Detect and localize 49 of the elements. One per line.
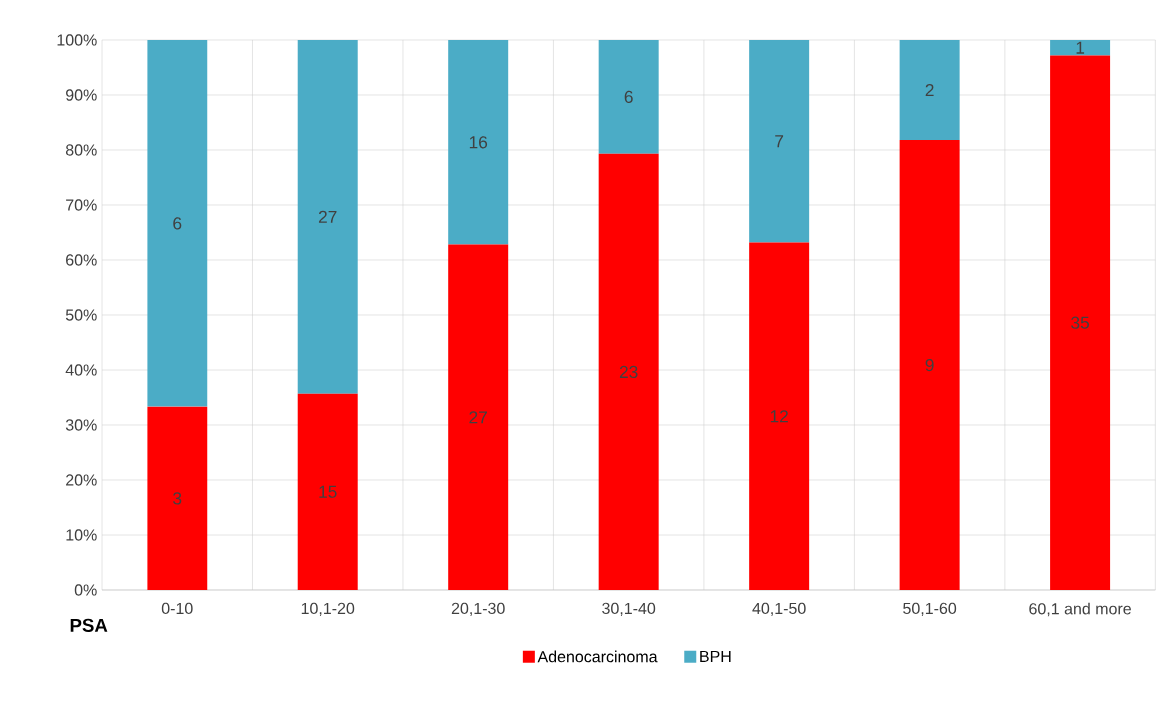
x-tick-label: 20,1-30: [451, 602, 505, 616]
bar: [749, 242, 810, 590]
annotation: 27: [469, 411, 487, 424]
annotation: 27: [318, 210, 337, 223]
annotation: 3: [173, 492, 182, 505]
annotation: 2: [925, 83, 934, 97]
bar: [297, 393, 358, 590]
annotation: 16: [469, 136, 488, 149]
bar: [448, 244, 509, 590]
x-tick-label: 30,1-40: [602, 602, 656, 616]
x-tick-label: 50,1-60: [903, 602, 957, 616]
annotation: 9: [925, 358, 934, 372]
annotation: 6: [624, 90, 633, 104]
annotation: 15: [319, 485, 337, 498]
legend-label: BPH: [700, 650, 731, 662]
annotation: 6: [173, 217, 182, 230]
x-axis-title: PSA: [70, 618, 108, 632]
bar: [147, 406, 208, 590]
bar: [297, 40, 358, 394]
y-tick-label: 80%: [65, 144, 97, 156]
bar: [147, 40, 208, 407]
bar: [598, 153, 659, 590]
y-tick-label: 40%: [65, 364, 97, 376]
bar: [1050, 55, 1111, 590]
legend-label: Adenocarcinoma: [537, 650, 658, 663]
y-tick-label: 100%: [57, 34, 97, 46]
bar: [749, 40, 810, 243]
annotation: 23: [619, 365, 638, 379]
x-tick-label: 40,1-50: [752, 602, 806, 616]
bar: [899, 40, 960, 141]
y-tick-label: 0%: [74, 584, 97, 596]
y-tick-label: 20%: [66, 474, 97, 486]
annotation: 7: [775, 135, 784, 148]
annotation: 35: [1071, 316, 1090, 329]
bar: [899, 140, 960, 590]
bar: [1050, 40, 1111, 56]
annotation: 12: [770, 410, 788, 423]
y-tick-label: 30%: [65, 419, 97, 431]
annotation: 1: [1076, 41, 1085, 54]
y-tick-label: 50%: [65, 309, 97, 321]
y-tick-label: 60%: [66, 254, 97, 266]
x-tick-label: 0-10: [161, 602, 193, 615]
y-tick-label: 70%: [66, 199, 97, 211]
bar: [598, 40, 659, 154]
y-tick-label: 90%: [66, 89, 97, 101]
bar: [448, 40, 509, 245]
x-tick-label: 10,1-20: [301, 602, 355, 616]
x-tick-label: 60,1 and more: [1029, 602, 1131, 617]
y-tick-label: 10%: [66, 529, 97, 541]
